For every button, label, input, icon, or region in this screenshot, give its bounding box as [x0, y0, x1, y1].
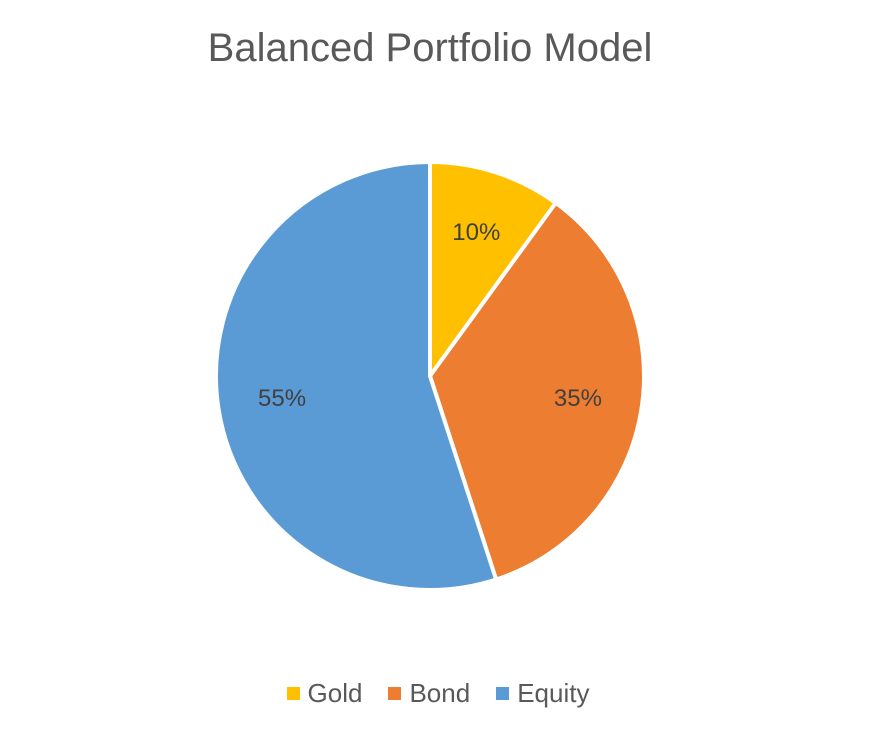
legend-item-equity: Equity	[496, 678, 589, 709]
data-label-bond: 35%	[554, 385, 602, 412]
legend-label-equity: Equity	[517, 678, 590, 708]
legend: Gold Bond Equity	[0, 678, 876, 709]
legend-label-bond: Bond	[409, 678, 471, 708]
legend-swatch-equity	[496, 687, 510, 700]
legend-item-bond: Bond	[388, 678, 470, 709]
pie-slice-bond	[428, 200, 646, 582]
legend-swatch-gold	[286, 687, 300, 700]
data-label-gold: 10%	[452, 219, 500, 246]
pie-slice-gold	[428, 160, 558, 378]
legend-swatch-bond	[388, 687, 402, 700]
legend-item-gold: Gold	[286, 678, 363, 709]
data-label-equity: 55%	[258, 385, 306, 412]
legend-label-gold: Gold	[307, 678, 363, 708]
chart-title: Balanced Portfolio Model	[207, 26, 653, 70]
pie-slice-equity	[214, 160, 499, 592]
